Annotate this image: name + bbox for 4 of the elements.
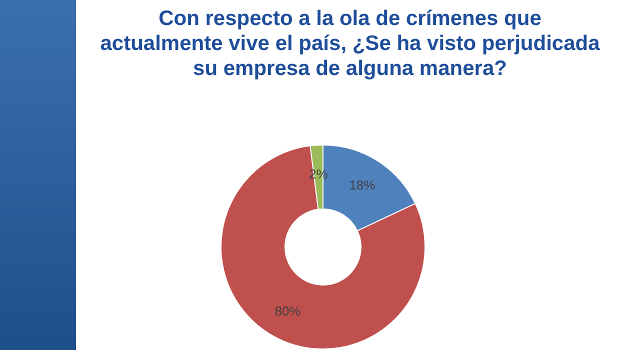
data-label: 18%: [349, 178, 376, 193]
chart-title: Con respecto a la ola de crímenes que actualmente vive el país, ¿Se ha visto perjudicada su empresa de alguna manera?: [100, 6, 600, 81]
data-label: 80%: [274, 304, 302, 319]
data-label: 2%: [309, 166, 328, 182]
